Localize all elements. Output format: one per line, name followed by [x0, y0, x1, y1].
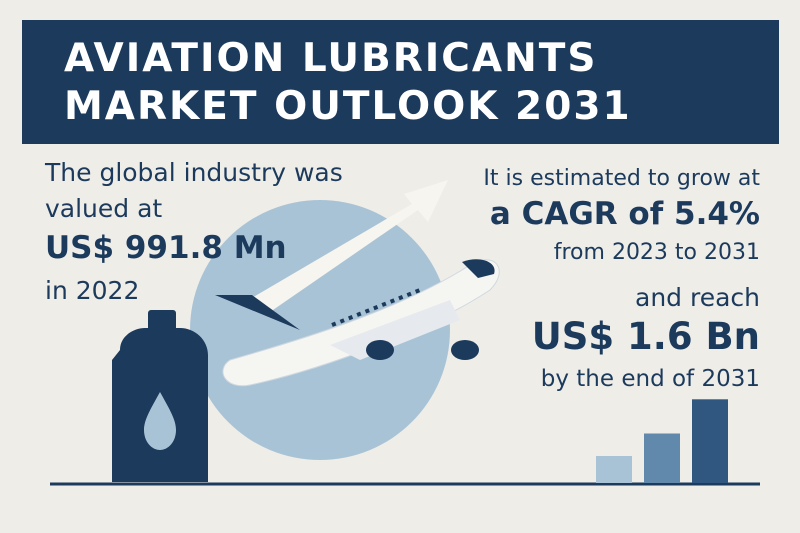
cagr-value: a CAGR of 5.4%	[489, 196, 760, 232]
lubricant-bottle-icon	[112, 310, 208, 482]
chart-bar	[692, 399, 728, 483]
market-value-2022: US$ 991.8 Mn	[45, 230, 287, 266]
title-banner: AVIATION LUBRICANTS MARKET OUTLOOK 2031	[22, 20, 779, 144]
growth-arrow-icon	[248, 180, 448, 312]
bar-chart-icon	[596, 399, 728, 483]
base-year: in 2022	[45, 276, 140, 305]
industry-intro: The global industry was	[45, 158, 343, 187]
page-title-line-2: MARKET OUTLOOK 2031	[64, 84, 632, 129]
valued-at-label: valued at	[45, 194, 163, 223]
growth-intro: It is estimated to grow at	[483, 166, 760, 191]
forecast-period: from 2023 to 2031	[553, 240, 760, 265]
page-title-line-1: AVIATION LUBRICANTS	[64, 36, 598, 81]
market-value-2031: US$ 1.6 Bn	[531, 315, 760, 358]
reach-label: and reach	[635, 283, 760, 312]
background-circle	[190, 200, 450, 460]
chart-bar	[644, 433, 680, 483]
forecast-end: by the end of 2031	[540, 366, 760, 392]
airplane-icon	[215, 259, 500, 387]
chart-bar	[596, 456, 632, 483]
